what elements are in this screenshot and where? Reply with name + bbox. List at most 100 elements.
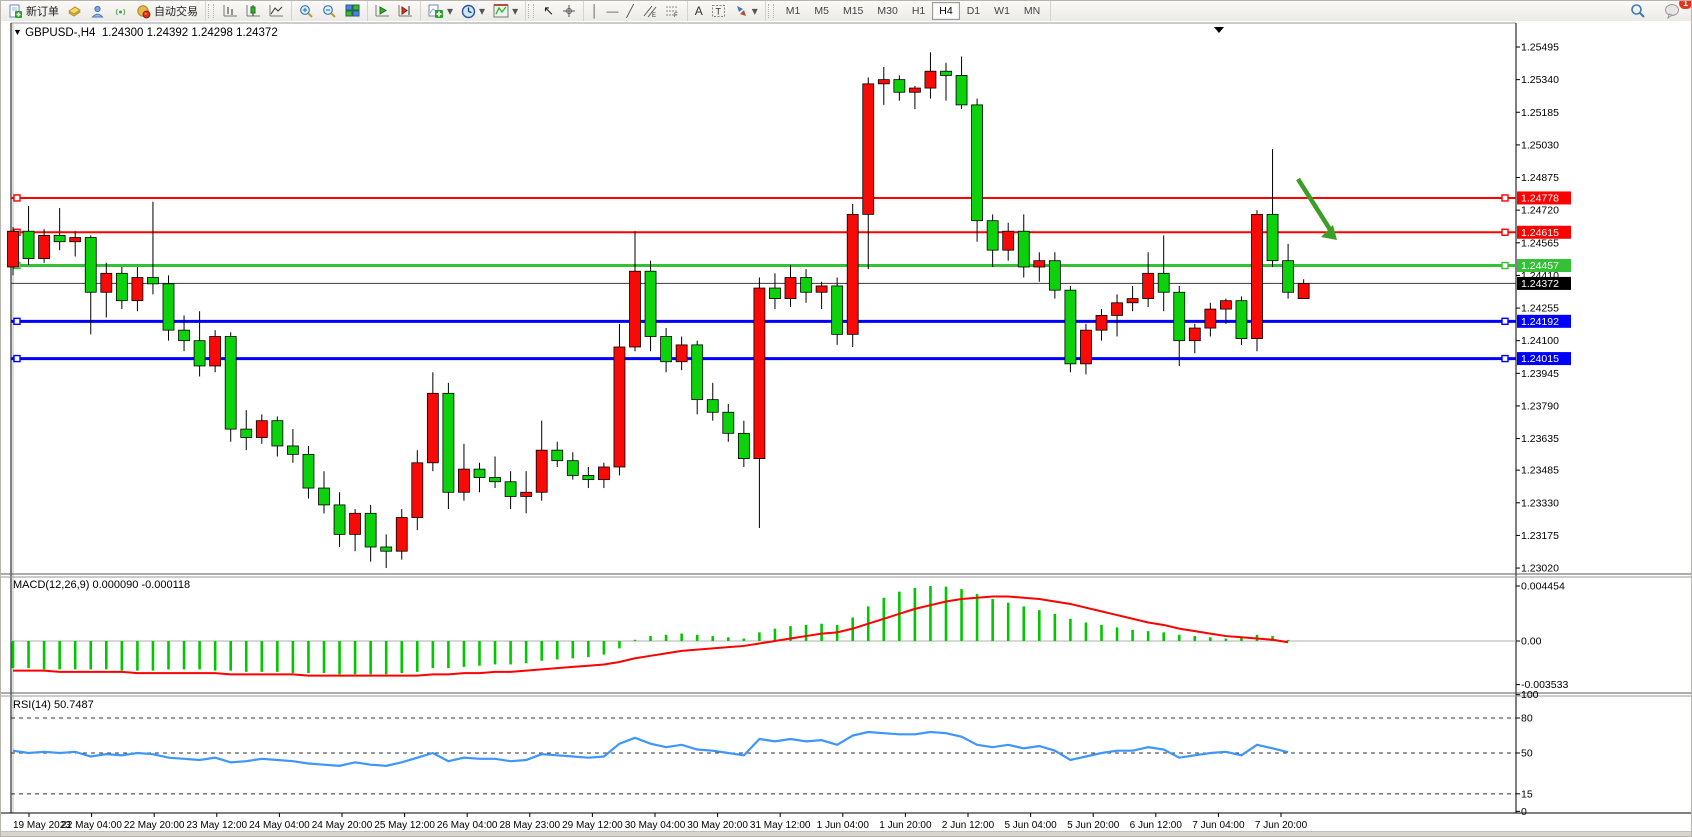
indicators-icon — [428, 4, 444, 19]
svg-text:1.24565: 1.24565 — [1521, 237, 1559, 249]
indicators-button[interactable]: ▾ — [424, 2, 457, 20]
svg-text:0.004454: 0.004454 — [1521, 581, 1565, 593]
dropdown-caret: ▾ — [512, 4, 519, 18]
svg-text:1.25185: 1.25185 — [1521, 107, 1559, 119]
signal-button[interactable] — [109, 2, 132, 20]
signal-icon — [113, 4, 128, 19]
templates-icon — [493, 4, 509, 18]
arrows-icon — [734, 4, 749, 18]
zoom-in-button[interactable] — [295, 2, 318, 20]
zoom-out-icon — [322, 4, 337, 19]
svg-text:30 May 04:00: 30 May 04:00 — [625, 820, 686, 831]
tf-mn-button[interactable]: MN — [1023, 5, 1041, 17]
tile-windows-button[interactable] — [341, 2, 364, 20]
svg-text:2 Jun 12:00: 2 Jun 12:00 — [942, 820, 995, 831]
auto-trading-icon — [136, 4, 151, 19]
svg-text:23 May 12:00: 23 May 12:00 — [186, 820, 247, 831]
cursor-button[interactable]: ↖ — [539, 2, 558, 20]
price-tag: 1.24015 — [1517, 352, 1571, 366]
text-button[interactable]: A — [691, 2, 707, 20]
svg-text:1.23330: 1.23330 — [1521, 497, 1559, 509]
svg-text:1.24255: 1.24255 — [1521, 303, 1559, 315]
candlestick-chart-icon — [246, 4, 261, 18]
svg-text:5 Jun 20:00: 5 Jun 20:00 — [1067, 820, 1120, 831]
text-icon: A — [694, 4, 703, 18]
equidistant-channel-icon: E — [642, 4, 657, 18]
templates-button[interactable]: ▾ — [489, 2, 522, 20]
new-order-button[interactable]: 新订单 — [4, 2, 63, 20]
fibonacci-button[interactable]: F — [661, 2, 684, 20]
tf-m1-button[interactable]: M1 — [785, 5, 801, 17]
toolbar: 新订单 自动交易 — [1, 1, 1691, 22]
svg-text:1.25340: 1.25340 — [1521, 74, 1559, 86]
trendline-button[interactable]: ╱ — [623, 2, 638, 20]
svg-text:22 May 20:00: 22 May 20:00 — [124, 820, 185, 831]
svg-text:15: 15 — [1521, 788, 1533, 800]
tf-h4-button[interactable]: H4 — [932, 2, 960, 20]
svg-text:28 May 23:00: 28 May 23:00 — [499, 820, 560, 831]
tf-d1-button[interactable]: D1 — [966, 5, 981, 17]
horizontal-line-button[interactable]: — — [603, 2, 623, 20]
svg-text:1.24615: 1.24615 — [1521, 227, 1559, 239]
tf-w1-button[interactable]: W1 — [994, 5, 1010, 17]
svg-text:1.25030: 1.25030 — [1521, 139, 1559, 151]
text-label-button[interactable]: T — [707, 2, 730, 20]
svg-text:100: 100 — [1521, 689, 1539, 701]
price-tag: 1.24778 — [1517, 191, 1571, 205]
close-value: 1.24372 — [236, 27, 278, 39]
vertical-line-button[interactable]: │ — [587, 2, 603, 20]
svg-text:1.24778: 1.24778 — [1521, 192, 1559, 204]
svg-text:50: 50 — [1521, 748, 1533, 760]
profile-button[interactable] — [86, 2, 109, 20]
auto-scroll-button[interactable] — [371, 2, 394, 20]
price-tag: 1.24457 — [1517, 259, 1571, 273]
svg-text:1 Jun 20:00: 1 Jun 20:00 — [879, 820, 932, 831]
toolbar-grip — [528, 4, 535, 18]
svg-text:7 Jun 20:00: 7 Jun 20:00 — [1255, 820, 1308, 831]
equidistant-channel-button[interactable]: E — [638, 2, 661, 20]
svg-text:1.24372: 1.24372 — [1521, 278, 1559, 290]
auto-trading-button[interactable]: 自动交易 — [132, 2, 202, 20]
line-chart-icon — [269, 4, 284, 18]
open-value: 1.24300 — [101, 27, 144, 39]
price-tag: 1.24192 — [1517, 314, 1571, 328]
tf-m15-button[interactable]: M15 — [842, 5, 864, 17]
horizontal-line-icon: — — [606, 4, 619, 18]
periods-button[interactable]: ▾ — [457, 2, 489, 20]
bar-chart-icon — [223, 4, 238, 18]
zoom-out-button[interactable] — [318, 2, 341, 20]
publisher-button[interactable] — [63, 2, 86, 20]
chart-shift-button[interactable] — [394, 2, 417, 20]
tf-m5-button[interactable]: M5 — [814, 5, 829, 17]
candlestick-chart-button[interactable] — [242, 2, 265, 20]
tf-m30-button[interactable]: M30 — [877, 5, 898, 17]
rsi-line — [12, 730, 1289, 767]
high-value: 1.24392 — [146, 27, 189, 39]
svg-text:19 May 2023: 19 May 2023 — [13, 820, 71, 831]
tf-h1-button[interactable]: H1 — [911, 5, 926, 17]
price-axis[interactable]: 1.25495 1.25340 1.25185 1.25030 1.24875 1.247… — [1516, 42, 1559, 575]
price-tag: 1.24372 — [1517, 276, 1571, 290]
chart-shift-marker[interactable] — [1214, 27, 1224, 33]
svg-text:22 May 04:00: 22 May 04:00 — [61, 820, 122, 831]
svg-text:1.24100: 1.24100 — [1521, 335, 1559, 347]
candles — [7, 52, 1310, 569]
crosshair-icon — [562, 4, 576, 18]
arrow-object[interactable] — [1296, 177, 1337, 240]
svg-text:1.24457: 1.24457 — [1521, 260, 1559, 272]
chevron-down-icon[interactable]: ▼ — [13, 27, 22, 37]
svg-text:1.23635: 1.23635 — [1521, 433, 1559, 445]
fibonacci-icon: F — [665, 4, 680, 18]
chart-canvas[interactable]: 1.25495 1.25340 1.25185 1.25030 1.24875 1.247… — [1, 21, 1692, 831]
notifications-button[interactable]: 1 — [1660, 1, 1691, 20]
crosshair-button[interactable] — [558, 2, 580, 20]
arrows-button[interactable]: ▾ — [730, 2, 762, 20]
line-chart-button[interactable] — [265, 2, 288, 20]
svg-text:6 Jun 12:00: 6 Jun 12:00 — [1130, 820, 1183, 831]
bar-chart-button[interactable] — [219, 2, 242, 20]
macd-panel: 0.004454 0.00 -0.003533 — [11, 581, 1568, 691]
search-button[interactable] — [1626, 2, 1650, 20]
dropdown-caret: ▾ — [447, 4, 454, 18]
svg-text:T: T — [715, 7, 721, 17]
